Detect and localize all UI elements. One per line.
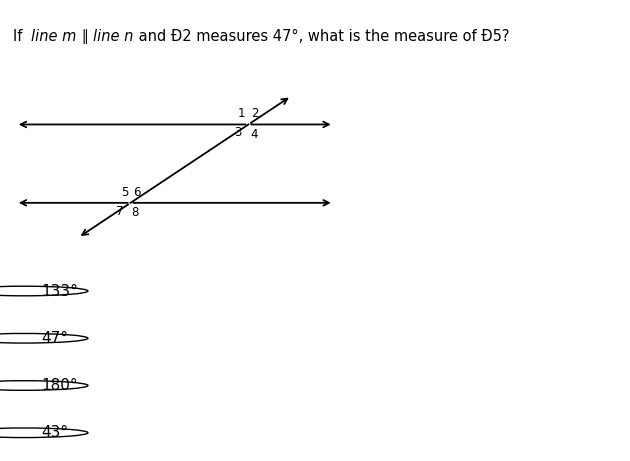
Text: 1: 1 [238,107,245,120]
Text: 2: 2 [251,107,258,120]
Text: 180°: 180° [41,378,77,393]
Text: line n: line n [93,30,134,45]
Text: 8: 8 [131,206,139,219]
Text: 3: 3 [234,126,241,140]
Text: 47°: 47° [41,331,68,346]
Text: 133°: 133° [41,284,78,299]
Text: 7: 7 [116,205,123,218]
Text: ∥: ∥ [77,30,93,45]
Text: 5: 5 [121,186,129,199]
Text: and Ð2 measures 47°, what is the measure of Ð5?: and Ð2 measures 47°, what is the measure… [134,30,509,45]
Text: If: If [13,30,32,45]
Text: 6: 6 [133,186,140,199]
Text: line m: line m [32,30,77,45]
Text: 43°: 43° [41,425,68,440]
Text: 4: 4 [250,128,258,141]
